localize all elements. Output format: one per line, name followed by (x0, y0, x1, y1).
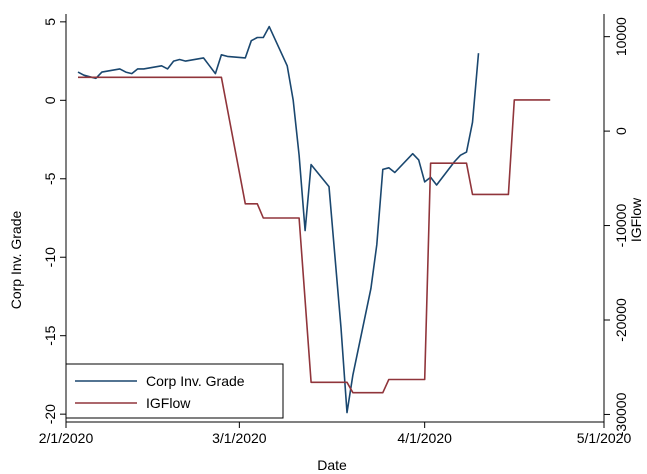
x-tick-label: 5/1/2020 (577, 430, 632, 446)
legend-label-corp-inv-grade: Corp Inv. Grade (146, 373, 245, 389)
series-line-corp-inv-grade (77, 25, 480, 414)
y-left-tick-label: -20 (42, 404, 58, 424)
axes: 2/1/2020 3/1/2020 4/1/2020 5/1/2020 5 0 -5 -10 -… (39, 14, 632, 446)
x-axis-title: Date (317, 457, 347, 473)
y-left-tick-label: 0 (42, 96, 58, 104)
y-right-tick-label: -30000 (613, 392, 629, 436)
x-tick-label: 3/1/2020 (212, 430, 267, 446)
y-right-tick-label: -10000 (613, 204, 629, 248)
plot-lines (77, 25, 551, 414)
legend-box (65, 363, 284, 419)
y-left-tick-label: -15 (42, 325, 58, 345)
y-right-tick-label: -20000 (613, 298, 629, 342)
y-left-tick-label: -10 (42, 247, 58, 267)
x-tick-label: 4/1/2020 (397, 430, 452, 446)
y-left-tick-label: 5 (42, 18, 58, 26)
y-right-tick-label: 0 (613, 127, 629, 135)
series-line-igflow (78, 76, 551, 394)
y-right-tick-label: 10000 (613, 17, 629, 56)
legend: Corp Inv. Grade IGFlow (65, 363, 284, 419)
y-right-axis-title: IGFlow (628, 197, 644, 242)
y-left-axis-title: Corp Inv. Grade (8, 211, 24, 310)
x-tick-label: 2/1/2020 (39, 430, 94, 446)
legend-label-igflow: IGFlow (146, 395, 191, 411)
y-left-tick-label: -5 (42, 172, 58, 185)
